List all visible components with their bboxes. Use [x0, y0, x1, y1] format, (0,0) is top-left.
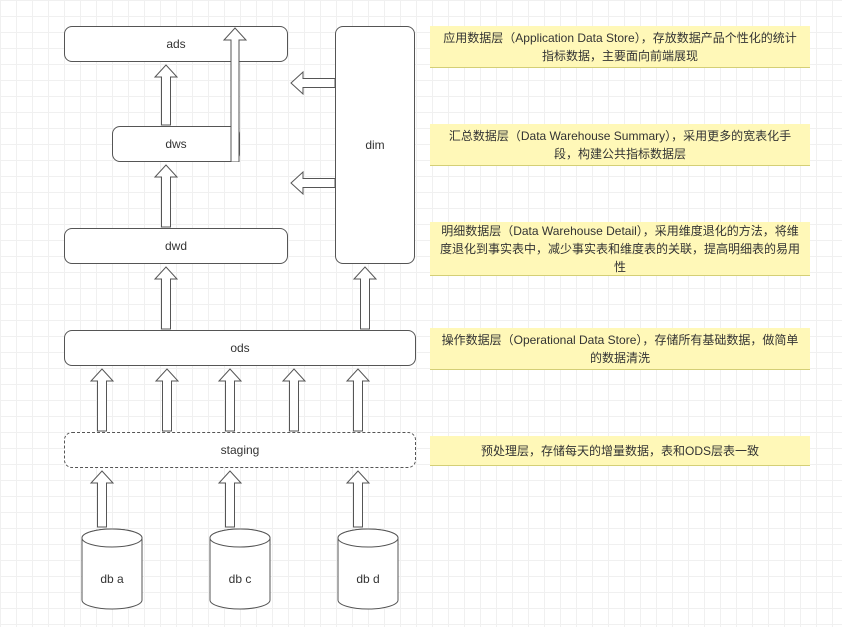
db-a: db a	[80, 528, 144, 610]
db-c-label: db c	[208, 572, 272, 586]
note-staging: 预处理层，存储每天的增量数据，表和ODS层表一致	[430, 436, 810, 466]
note-dwd: 明细数据层（Data Warehouse Detail），采用维度退化的方法，将…	[430, 222, 810, 276]
arrow-dba_stg	[89, 470, 115, 528]
note-dwd-text: 明细数据层（Data Warehouse Detail），采用维度退化的方法，将…	[438, 222, 802, 276]
node-dws-label: dws	[165, 137, 186, 151]
arrow-stg_ods4	[281, 368, 307, 432]
node-ads-label: ads	[166, 37, 185, 51]
arrow-dws_ads	[153, 64, 179, 126]
arrow-dbc_stg	[217, 470, 243, 528]
db-d: db d	[336, 528, 400, 610]
arrow-dbd_stg	[345, 470, 371, 528]
note-dws: 汇总数据层（Data Warehouse Summary），采用更多的宽表化手段…	[430, 124, 810, 166]
arrow-ods_dwd	[153, 266, 179, 330]
node-ods-label: ods	[230, 341, 249, 355]
node-staging: staging	[64, 432, 416, 468]
arrow-dim_ads	[290, 70, 336, 96]
arrow-ods_dim	[352, 266, 378, 330]
arrow-stg_ods5	[345, 368, 371, 432]
arrow-dwd_dws	[153, 164, 179, 228]
node-dwd-label: dwd	[165, 239, 187, 253]
node-dim: dim	[335, 26, 415, 264]
note-ads-text: 应用数据层（Application Data Store），存放数据产品个性化的…	[438, 29, 802, 65]
note-ods-text: 操作数据层（Operational Data Store），存储所有基础数据，做…	[438, 331, 802, 367]
arrow-dim_dws	[290, 170, 336, 196]
node-dwd: dwd	[64, 228, 288, 264]
arrow-stg_ods3	[217, 368, 243, 432]
node-ods: ods	[64, 330, 416, 366]
note-dws-text: 汇总数据层（Data Warehouse Summary），采用更多的宽表化手段…	[438, 127, 802, 163]
arrow-stg_ods2	[154, 368, 180, 432]
db-a-label: db a	[80, 572, 144, 586]
node-staging-label: staging	[221, 443, 260, 457]
arrow-stg_ods1	[89, 368, 115, 432]
note-staging-text: 预处理层，存储每天的增量数据，表和ODS层表一致	[481, 442, 759, 460]
db-d-label: db d	[336, 572, 400, 586]
node-dim-label: dim	[365, 138, 384, 152]
node-dws: dws	[112, 126, 240, 162]
note-ads: 应用数据层（Application Data Store），存放数据产品个性化的…	[430, 26, 810, 68]
node-ads: ads	[64, 26, 288, 62]
note-ods: 操作数据层（Operational Data Store），存储所有基础数据，做…	[430, 328, 810, 370]
arrow-dim-to-ads-tall	[222, 26, 248, 162]
db-c: db c	[208, 528, 272, 610]
